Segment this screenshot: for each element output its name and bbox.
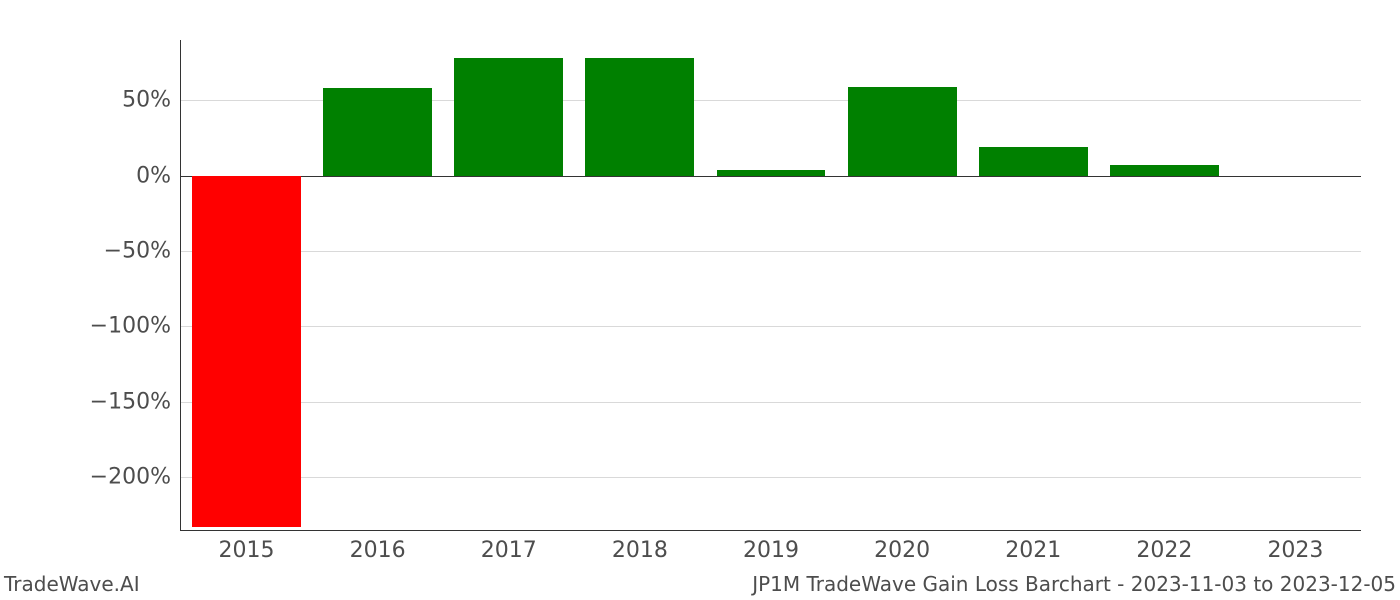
y-tick-label: −100% [90, 314, 181, 339]
x-tick-label: 2021 [1005, 530, 1061, 563]
bar [585, 58, 694, 176]
y-tick-label: −50% [104, 239, 181, 264]
y-tick-label: 50% [122, 88, 181, 113]
bar [192, 176, 301, 527]
bar [717, 170, 826, 176]
gridline [181, 251, 1361, 252]
bar [323, 88, 432, 175]
x-tick-label: 2017 [481, 530, 537, 563]
x-tick-label: 2018 [612, 530, 668, 563]
gridline [181, 477, 1361, 478]
bar [979, 147, 1088, 176]
y-tick-label: −150% [90, 389, 181, 414]
gridline [181, 402, 1361, 403]
x-tick-label: 2022 [1136, 530, 1192, 563]
bar [848, 87, 957, 176]
zero-line [181, 176, 1361, 177]
x-tick-label: 2015 [219, 530, 275, 563]
plot-area: −200%−150%−100%−50%0%50%2015201620172018… [180, 40, 1361, 531]
footer-right-text: JP1M TradeWave Gain Loss Barchart - 2023… [752, 572, 1396, 596]
x-tick-label: 2023 [1267, 530, 1323, 563]
x-tick-label: 2020 [874, 530, 930, 563]
x-tick-label: 2016 [350, 530, 406, 563]
gridline [181, 326, 1361, 327]
x-tick-label: 2019 [743, 530, 799, 563]
bar [1110, 165, 1219, 176]
bar [454, 58, 563, 176]
footer-left-text: TradeWave.AI [4, 572, 140, 596]
chart-container: −200% −150% −100% −50% 0% 50% 2015 2016 2017 2018… [0, 0, 1400, 600]
y-tick-label: 0% [136, 163, 181, 188]
y-tick-label: −200% [90, 465, 181, 490]
